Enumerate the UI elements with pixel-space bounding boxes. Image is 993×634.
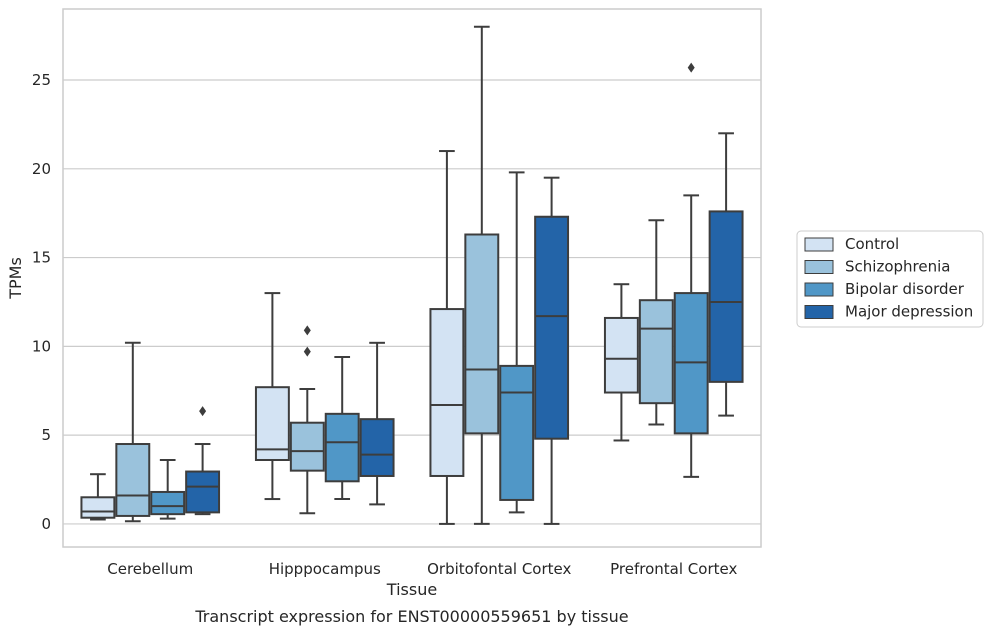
box	[115, 341, 151, 523]
box-iqr	[80, 496, 116, 519]
outlier-point	[303, 346, 311, 357]
plot-frame	[62, 8, 762, 548]
box-iqr	[603, 316, 639, 394]
box	[150, 458, 186, 520]
series-major-depression	[185, 132, 744, 525]
x-tick-label: Prefrontal Cortex	[610, 560, 737, 578]
box	[464, 25, 500, 525]
legend-label: Control	[845, 235, 899, 253]
box	[638, 219, 674, 426]
box	[603, 283, 639, 442]
box-iqr	[534, 215, 570, 440]
box	[80, 473, 116, 521]
chart-caption: Transcript expression for ENST0000055965…	[194, 607, 628, 626]
box-plot-series	[80, 25, 744, 525]
x-tick-label: Orbitofontal Cortex	[427, 560, 571, 578]
box	[324, 356, 360, 501]
series-control	[80, 150, 639, 525]
y-tick-label: 5	[41, 426, 51, 444]
series-bipolar-disorder	[150, 62, 709, 520]
box-iqr	[150, 490, 186, 516]
legend-swatch	[804, 282, 834, 297]
legend-frame	[796, 230, 984, 328]
box	[499, 171, 535, 514]
box-iqr	[324, 412, 360, 483]
box	[185, 406, 221, 516]
legend-swatch	[804, 260, 834, 274]
x-tick-label: Hipppocampus	[269, 560, 381, 578]
series-schizophrenia	[115, 25, 674, 525]
legend-label: Schizophrenia	[845, 258, 950, 276]
box	[673, 62, 709, 478]
legend: Control Schizophrenia Bipolar disorder Majo…	[796, 230, 984, 328]
box	[429, 150, 465, 525]
box-iqr	[289, 421, 325, 472]
box-iqr	[254, 386, 290, 461]
box	[289, 325, 325, 515]
y-tick-labels: 0 5 10 15 20 25	[32, 71, 51, 533]
box-iqr	[115, 443, 151, 517]
x-axis-label: Tissue	[386, 580, 437, 599]
box-iqr	[185, 470, 221, 514]
outlier-point	[687, 62, 695, 73]
y-tick-label: 15	[32, 249, 51, 267]
x-tick-labels: Cerebellum Hipppocampus Orbitofontal Corte…	[107, 560, 737, 578]
outlier-point	[199, 406, 207, 417]
box	[708, 132, 744, 417]
box-iqr	[708, 210, 744, 383]
box-iqr	[638, 299, 674, 405]
legend-label: Major depression	[845, 303, 973, 321]
legend-label: Bipolar disorder	[845, 280, 965, 298]
y-tick-label: 25	[32, 71, 51, 89]
y-tick-label: 20	[32, 160, 51, 178]
y-tick-label: 10	[32, 337, 51, 355]
box-iqr	[429, 308, 465, 477]
box-iqr	[359, 418, 395, 477]
x-tick-label: Cerebellum	[107, 560, 193, 578]
legend-swatch	[804, 305, 834, 319]
box-iqr	[499, 364, 535, 501]
box-iqr	[464, 233, 500, 435]
y-axis-label: TPMs	[6, 257, 25, 300]
outlier-point	[303, 325, 311, 336]
y-tick-label: 0	[41, 515, 51, 533]
legend-swatch	[804, 237, 834, 252]
grid-lines	[63, 79, 761, 525]
box	[534, 176, 570, 525]
box	[359, 341, 395, 506]
box	[254, 292, 290, 501]
